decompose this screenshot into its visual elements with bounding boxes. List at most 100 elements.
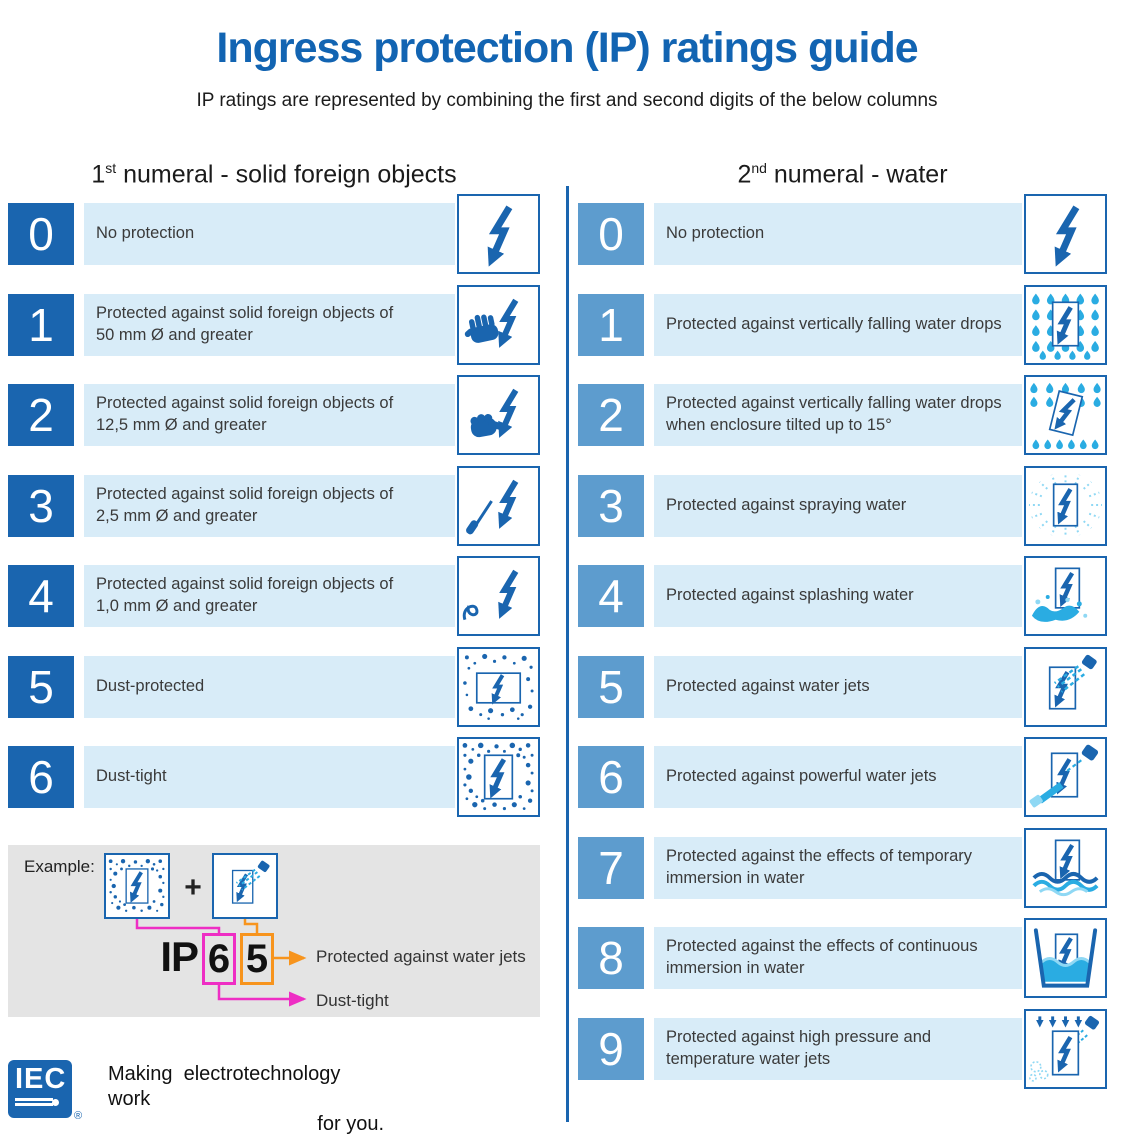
first-digit-meaning: Dust-tight bbox=[316, 991, 389, 1010]
tool-bolt-icon bbox=[457, 465, 540, 546]
digit-box: 6 bbox=[8, 746, 74, 808]
tilted-drops-icon bbox=[1024, 375, 1107, 455]
rating-description: Dust-protected bbox=[84, 655, 455, 718]
plus-sign: + bbox=[184, 871, 202, 904]
example-panel: Example: + IP 6 5 Protected against wate… bbox=[8, 845, 540, 1017]
digit-box: 5 bbox=[8, 655, 74, 718]
drops-icon bbox=[1024, 284, 1107, 365]
rating-row: 4 Protected against splashing water bbox=[578, 556, 1107, 636]
rating-row: 1 Protected against solid foreign objects… bbox=[8, 284, 540, 365]
digit-box: 8 bbox=[578, 927, 644, 989]
bolt-icon bbox=[457, 194, 540, 274]
tagline: Making electrotechnology work for you. bbox=[108, 1062, 384, 1134]
continuous-immersion-icon bbox=[1024, 918, 1107, 998]
solids-column: 0 No protection 1 Protected against solid f… bbox=[8, 194, 540, 837]
water-column-header: 2nd numeral - water bbox=[578, 160, 1107, 189]
dust-tight-icon bbox=[104, 853, 170, 919]
rating-row: 9 Protected against high pressure and tem… bbox=[578, 1008, 1107, 1089]
rating-description: No protection bbox=[84, 203, 455, 265]
rating-row: 7 Protected against the effects of tempor… bbox=[578, 827, 1107, 908]
dust-protected-icon bbox=[457, 646, 540, 727]
digit-box: 7 bbox=[578, 836, 644, 899]
tagline-line1: Making electrotechnology work bbox=[108, 1063, 346, 1110]
water-header-number: 2 bbox=[737, 160, 752, 189]
rating-description: Protected against solid foreign objects … bbox=[84, 384, 455, 446]
water-header-ordinal: nd bbox=[751, 160, 767, 176]
water-header-text: numeral - water bbox=[766, 160, 948, 189]
rating-description: Protected against vertically falling wat… bbox=[654, 293, 1022, 356]
digit-box: 0 bbox=[8, 203, 74, 265]
digit-box: 2 bbox=[8, 384, 74, 446]
rating-description: Protected against splashing water bbox=[654, 565, 1022, 627]
digit-box: 2 bbox=[578, 384, 644, 446]
dust-tight-icon bbox=[457, 737, 540, 817]
registered-mark: ® bbox=[74, 1110, 83, 1122]
footer: IEC ® Making electrotechnology work for … bbox=[0, 1058, 560, 1134]
rating-row: 0 No protection bbox=[578, 194, 1107, 274]
rating-row: 6 Protected against powerful water jets bbox=[578, 737, 1107, 817]
spray-icon bbox=[1024, 465, 1107, 546]
solids-header-number: 1 bbox=[91, 160, 106, 189]
rating-row: 8 Protected against the effects of contin… bbox=[578, 918, 1107, 998]
rating-description: Protected against water jets bbox=[654, 655, 1022, 718]
solids-header-ordinal: st bbox=[105, 160, 117, 176]
solids-column-header: 1st numeral - solid foreign objects bbox=[8, 160, 540, 189]
column-divider bbox=[566, 186, 569, 1122]
rating-description: Protected against the effects of tempora… bbox=[654, 836, 1022, 899]
page-title: Ingress protection (IP) ratings guide bbox=[216, 24, 918, 72]
rating-row: 4 Protected against solid foreign objects… bbox=[8, 556, 540, 636]
hand-bolt-icon bbox=[457, 284, 540, 365]
example-connector-lines bbox=[135, 919, 307, 1007]
example-second-digit: 5 bbox=[240, 933, 274, 985]
rating-description: Protected against solid foreign objects … bbox=[84, 565, 455, 627]
rating-row: 5 Dust-protected bbox=[8, 646, 540, 727]
rating-row: 3 Protected against spraying water bbox=[578, 465, 1107, 546]
rating-description: Protected against solid foreign objects … bbox=[84, 293, 455, 356]
water-jet-icon bbox=[212, 853, 278, 919]
iec-logo: IEC bbox=[8, 1060, 72, 1118]
digit-box: 3 bbox=[578, 474, 644, 537]
digit-box: 0 bbox=[578, 203, 644, 265]
page-subtitle: IP ratings are represented by combining … bbox=[196, 90, 938, 111]
digit-box: 1 bbox=[578, 293, 644, 356]
rating-row: 2 Protected against vertically falling wa… bbox=[578, 375, 1107, 455]
rating-description: Protected against spraying water bbox=[654, 474, 1022, 537]
example-label: Example: bbox=[24, 857, 95, 876]
finger-bolt-icon bbox=[457, 375, 540, 455]
rating-description: Protected against solid foreign objects … bbox=[84, 474, 455, 537]
digit-box: 9 bbox=[578, 1017, 644, 1080]
solids-header-text: numeral - solid foreign objects bbox=[116, 160, 457, 189]
digit-box: 6 bbox=[578, 746, 644, 808]
rating-description: Protected against the effects of continu… bbox=[654, 927, 1022, 989]
water-column: 0 No protection 1 Protected against vertica… bbox=[578, 194, 1107, 1108]
rating-description: Protected against high pressure and temp… bbox=[654, 1017, 1022, 1080]
digit-box: 4 bbox=[578, 565, 644, 627]
rating-row: 3 Protected against solid foreign objects… bbox=[8, 465, 540, 546]
rating-row: 6 Dust-tight bbox=[8, 737, 540, 817]
rating-row: 5 Protected against water jets bbox=[578, 646, 1107, 727]
high-pressure-icon bbox=[1024, 1008, 1107, 1089]
digit-box: 3 bbox=[8, 474, 74, 537]
digit-box: 1 bbox=[8, 293, 74, 356]
digit-box: 5 bbox=[578, 655, 644, 718]
ip-prefix: IP bbox=[160, 933, 199, 980]
water-jet-icon bbox=[1024, 646, 1107, 727]
powerful-jet-icon bbox=[1024, 737, 1107, 817]
iec-logo-text: IEC bbox=[15, 1063, 67, 1095]
digit-box: 4 bbox=[8, 565, 74, 627]
temporary-immersion-icon bbox=[1024, 827, 1107, 908]
rating-description: Dust-tight bbox=[84, 746, 455, 808]
rating-row: 0 No protection bbox=[8, 194, 540, 274]
bolt-icon bbox=[1024, 194, 1107, 274]
rating-row: 1 Protected against vertically falling wa… bbox=[578, 284, 1107, 365]
rating-row: 2 Protected against solid foreign objects… bbox=[8, 375, 540, 455]
rating-description: Protected against vertically falling wat… bbox=[654, 384, 1022, 446]
rating-description: Protected against powerful water jets bbox=[654, 746, 1022, 808]
tagline-line2: for you. bbox=[317, 1113, 384, 1134]
rating-description: No protection bbox=[654, 203, 1022, 265]
iec-logo-lines bbox=[15, 1098, 65, 1108]
second-digit-meaning: Protected against water jets bbox=[316, 947, 526, 966]
wire-bolt-icon bbox=[457, 556, 540, 636]
splash-icon bbox=[1024, 556, 1107, 636]
